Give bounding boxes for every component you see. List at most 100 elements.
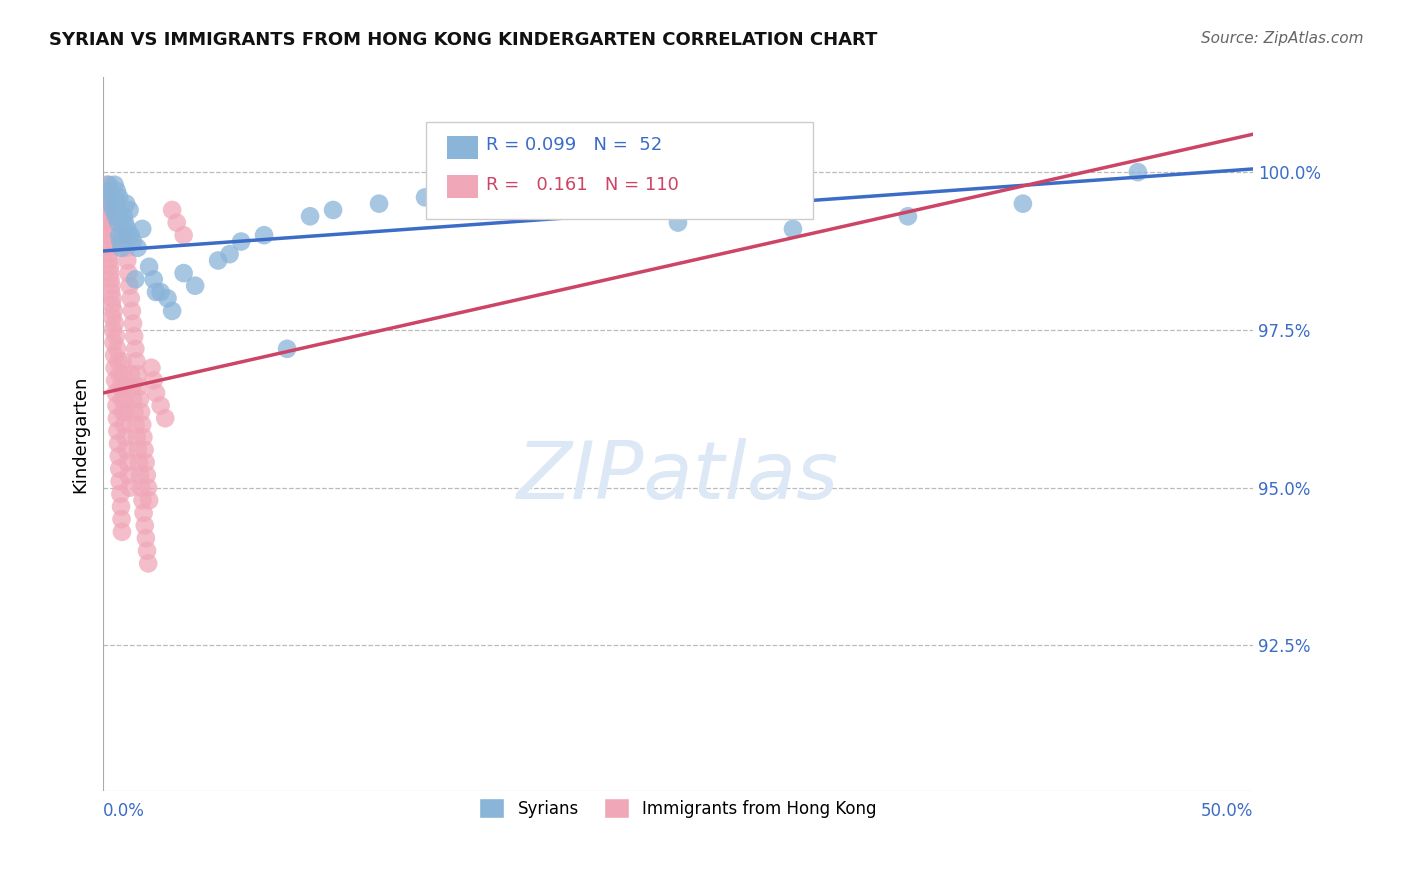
Point bbox=[129, 468, 152, 483]
Point bbox=[118, 202, 141, 217]
Point bbox=[101, 323, 124, 337]
Point bbox=[127, 442, 149, 457]
Point bbox=[142, 373, 165, 387]
Point bbox=[145, 386, 167, 401]
Point bbox=[128, 380, 150, 394]
Point bbox=[107, 354, 129, 368]
Point bbox=[104, 360, 127, 375]
Point bbox=[120, 367, 142, 381]
Point bbox=[112, 380, 135, 394]
Point bbox=[110, 380, 132, 394]
Point bbox=[131, 493, 153, 508]
Point bbox=[101, 298, 124, 312]
Point bbox=[108, 190, 131, 204]
Point bbox=[108, 475, 131, 489]
Point bbox=[253, 228, 276, 243]
Point bbox=[122, 317, 145, 331]
Point bbox=[666, 216, 689, 230]
Point bbox=[322, 202, 344, 217]
Point bbox=[118, 468, 141, 483]
Point bbox=[276, 342, 298, 356]
Point bbox=[112, 417, 135, 432]
Point bbox=[598, 196, 620, 211]
Point bbox=[132, 430, 155, 444]
Point bbox=[101, 190, 124, 204]
Point bbox=[110, 241, 132, 255]
Point bbox=[100, 278, 122, 293]
Text: Source: ZipAtlas.com: Source: ZipAtlas.com bbox=[1201, 31, 1364, 46]
Point bbox=[110, 235, 132, 249]
Point bbox=[105, 196, 128, 211]
Point bbox=[166, 216, 188, 230]
Point bbox=[101, 291, 124, 305]
Text: 50.0%: 50.0% bbox=[1201, 802, 1253, 820]
Point bbox=[110, 512, 132, 526]
Point bbox=[117, 266, 139, 280]
Point bbox=[100, 285, 122, 299]
Point bbox=[120, 291, 142, 305]
Point bbox=[173, 266, 195, 280]
Point bbox=[104, 386, 127, 401]
Point bbox=[124, 342, 146, 356]
Point bbox=[111, 405, 134, 419]
Point bbox=[713, 202, 735, 217]
Point bbox=[98, 253, 121, 268]
Point bbox=[138, 493, 160, 508]
Point bbox=[94, 216, 117, 230]
Point bbox=[115, 241, 138, 255]
Legend: Syrians, Immigrants from Hong Kong: Syrians, Immigrants from Hong Kong bbox=[472, 791, 883, 825]
Point bbox=[117, 222, 139, 236]
Point bbox=[299, 209, 322, 223]
Point bbox=[134, 518, 156, 533]
Point bbox=[112, 367, 135, 381]
Point bbox=[98, 184, 121, 198]
Point bbox=[112, 392, 135, 407]
Point bbox=[136, 543, 159, 558]
Point bbox=[98, 247, 121, 261]
Point bbox=[160, 304, 183, 318]
Point bbox=[1126, 165, 1149, 179]
Point bbox=[124, 405, 146, 419]
Point bbox=[114, 405, 136, 419]
Point bbox=[105, 184, 128, 198]
Point bbox=[105, 342, 128, 356]
Point bbox=[134, 442, 156, 457]
Text: ZIPatlas: ZIPatlas bbox=[517, 438, 839, 516]
Point bbox=[114, 430, 136, 444]
Point bbox=[136, 557, 159, 571]
Point bbox=[104, 178, 127, 192]
Point bbox=[145, 285, 167, 299]
Point bbox=[115, 196, 138, 211]
Point bbox=[98, 266, 121, 280]
Point bbox=[105, 411, 128, 425]
Point bbox=[229, 235, 252, 249]
Point bbox=[114, 228, 136, 243]
Point bbox=[368, 196, 391, 211]
Point bbox=[173, 228, 195, 243]
Point bbox=[105, 424, 128, 438]
Point bbox=[115, 442, 138, 457]
Point bbox=[97, 178, 120, 192]
Point bbox=[107, 216, 129, 230]
Point bbox=[207, 253, 229, 268]
Text: R = 0.099   N =  52: R = 0.099 N = 52 bbox=[486, 136, 662, 154]
Point bbox=[111, 222, 134, 236]
Point bbox=[184, 278, 207, 293]
Point bbox=[135, 468, 157, 483]
Point bbox=[100, 196, 122, 211]
Point bbox=[94, 209, 117, 223]
Point bbox=[103, 348, 125, 362]
Point bbox=[103, 335, 125, 350]
Point bbox=[103, 304, 125, 318]
Point bbox=[118, 278, 141, 293]
Point bbox=[97, 202, 120, 217]
Point bbox=[93, 196, 115, 211]
Point bbox=[131, 417, 153, 432]
Point bbox=[122, 329, 145, 343]
Text: R =   0.161   N = 110: R = 0.161 N = 110 bbox=[486, 176, 679, 194]
Point bbox=[117, 228, 139, 243]
Point bbox=[129, 392, 152, 407]
Point bbox=[105, 329, 128, 343]
Point bbox=[124, 417, 146, 432]
Point bbox=[132, 506, 155, 520]
